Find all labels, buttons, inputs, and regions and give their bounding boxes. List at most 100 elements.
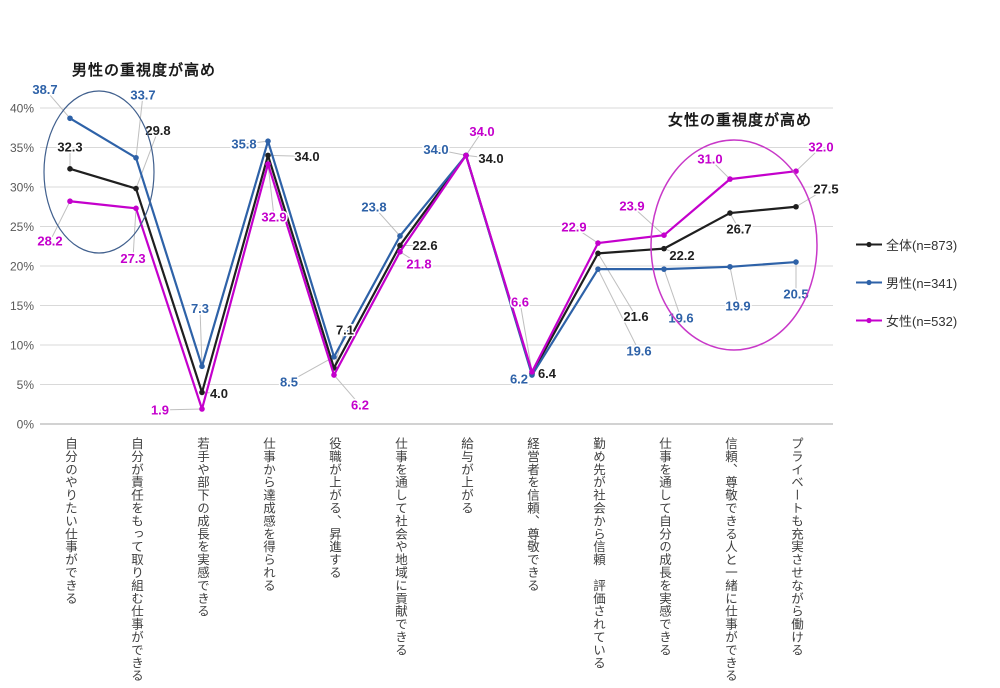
data-point-marker [661, 232, 667, 238]
data-point-marker [331, 372, 337, 378]
data-point-marker [793, 259, 799, 265]
svg-text:25%: 25% [10, 220, 34, 234]
svg-text:20%: 20% [10, 260, 34, 274]
data-point-marker [727, 176, 733, 182]
category-label: 信頼、尊敬できる人と一緒に仕事ができる [723, 437, 737, 683]
data-point-marker [133, 185, 139, 192]
data-label: 6.2 [510, 372, 528, 387]
data-point-marker [727, 210, 733, 216]
data-label: 27.3 [120, 251, 145, 266]
male-emphasis-ellipse [43, 90, 155, 254]
data-point-marker [133, 205, 139, 212]
svg-text:15%: 15% [10, 299, 34, 313]
legend-line-dot-icon [856, 278, 882, 287]
data-labels: 32.3 29.8 4.0 34.0 7.1 22.6 34.0 6.4 21.6 22.2 26.… [31, 80, 841, 419]
category-label: 役職が上がる、昇進する [327, 437, 341, 579]
data-label: 32.0 [808, 140, 833, 155]
data-label: 22.9 [561, 220, 586, 235]
legend-line-dot-icon [856, 240, 882, 249]
data-label: 23.8 [361, 199, 386, 214]
data-label: 32.3 [57, 139, 82, 154]
data-label: 34.0 [469, 124, 494, 139]
legend-label: 女性(n=532) [886, 313, 958, 329]
leader-lines [44, 88, 827, 411]
data-label: 6.4 [538, 366, 557, 381]
data-label: 38.7 [32, 82, 57, 97]
legend-label: 全体(n=873) [886, 237, 958, 253]
data-point-marker [463, 152, 469, 159]
data-point-marker [331, 354, 337, 360]
data-label: 4.0 [210, 386, 228, 401]
category-label: 経営者を信頼、尊敬できる [525, 437, 539, 592]
svg-text:35%: 35% [10, 141, 34, 155]
data-label: 22.2 [669, 248, 694, 263]
category-label: 自分が責任をもって取り組む仕事ができる [129, 437, 143, 683]
data-label: 23.9 [619, 199, 644, 214]
data-point-marker [265, 161, 271, 167]
category-label: 自分のやりたい仕事ができる [63, 437, 77, 605]
data-label: 19.9 [725, 298, 750, 313]
legend-item-female: 女性(n=532) [856, 312, 958, 329]
data-point-marker [397, 242, 403, 249]
svg-text:5%: 5% [17, 378, 35, 392]
legend-line-dot-icon [856, 316, 882, 325]
data-point-marker [133, 154, 139, 161]
data-point-marker [67, 115, 73, 122]
data-label: 21.6 [623, 309, 648, 324]
category-label: 勤め先が社会から信頼 評価されている [591, 437, 605, 670]
data-label: 21.8 [406, 256, 431, 271]
data-label: 34.0 [294, 149, 319, 164]
data-label: 7.3 [191, 301, 209, 316]
svg-text:0%: 0% [17, 418, 35, 432]
annotation-male-title: 男性の重視度が高め [72, 61, 217, 79]
data-point-marker [661, 245, 667, 252]
legend-item-male: 男性(n=341) [856, 274, 958, 291]
category-label: 仕事を通して自分の成長を実感できる [657, 437, 671, 657]
category-label: プライベートも充実させながら働ける [789, 437, 803, 657]
legend: 全体(n=873) 男性(n=341) 女性(n=532) [856, 236, 957, 350]
data-label: 19.6 [626, 344, 651, 359]
category-label: 仕事を通して社会や地域に貢献できる [393, 437, 407, 657]
annotation-female-title: 女性の重視度が高め [668, 111, 813, 129]
data-label: 27.5 [813, 181, 838, 196]
data-label: 26.7 [726, 222, 751, 237]
data-label: 34.0 [478, 151, 503, 166]
data-label: 6.2 [351, 398, 369, 413]
data-point-marker [199, 363, 205, 370]
y-axis-labels: 0% 5% 10% 15% 20% 25% 30% 35% 40% [10, 102, 34, 432]
svg-text:40%: 40% [10, 102, 34, 116]
data-label: 20.5 [783, 287, 808, 302]
data-point-marker [529, 369, 535, 375]
data-point-marker [595, 250, 601, 257]
category-label: 仕事から達成感を得られる [261, 437, 275, 592]
data-label: 31.0 [697, 152, 722, 167]
data-point-marker [265, 138, 271, 144]
data-point-marker [661, 266, 667, 272]
data-label: 8.5 [280, 374, 298, 389]
category-label: 給与が上がる [459, 437, 473, 515]
data-point-marker [199, 389, 205, 396]
series-line [69, 154, 797, 411]
data-point-marker [727, 263, 733, 270]
data-point-marker [397, 248, 403, 255]
data-point-marker [595, 266, 601, 272]
data-point-marker [265, 152, 271, 159]
data-point-marker [397, 233, 403, 239]
annotation-ellipses [43, 90, 818, 351]
category-axis: 自分のやりたい仕事ができる 自分が責任をもって取り組む仕事ができる 若手や部下の成長… [0, 424, 1000, 688]
data-label: 32.9 [261, 210, 286, 225]
data-point-marker [67, 198, 73, 205]
svg-text:30%: 30% [10, 181, 34, 195]
legend-item-total: 全体(n=873) [856, 236, 958, 253]
data-point-marker [199, 406, 205, 412]
series-lines [67, 115, 799, 412]
data-point-marker [67, 166, 73, 172]
data-label: 7.1 [336, 322, 354, 337]
legend-label: 男性(n=341) [886, 275, 958, 291]
data-label: 6.6 [511, 294, 529, 309]
series-line [69, 117, 797, 377]
data-label: 19.6 [668, 311, 693, 326]
data-label: 34.0 [423, 142, 448, 157]
